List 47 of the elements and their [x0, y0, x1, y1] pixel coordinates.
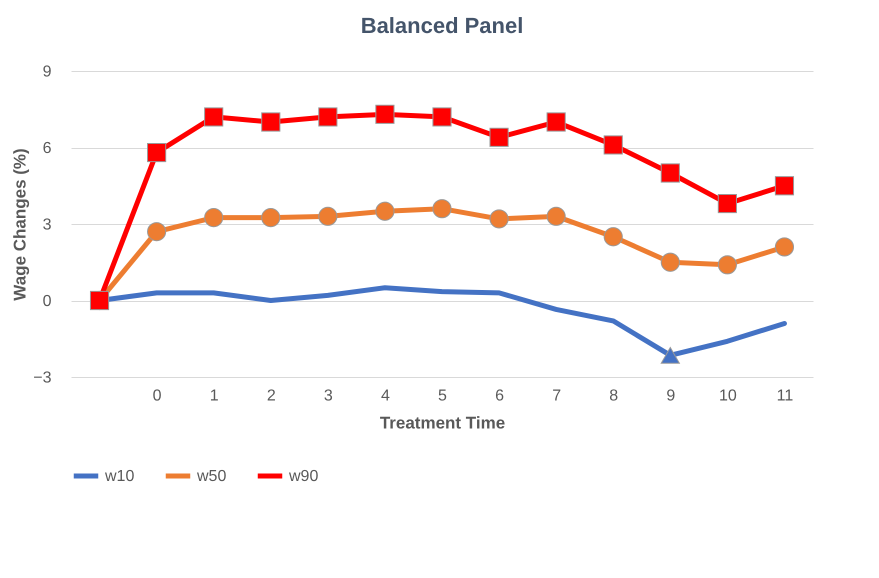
- point: [604, 227, 623, 246]
- point: [489, 128, 509, 147]
- point: [147, 143, 166, 162]
- point: [546, 112, 566, 132]
- x-axis-title: Treatment Time: [380, 414, 506, 432]
- x-tick-label: 8: [609, 388, 618, 404]
- chart-title: Balanced Panel: [360, 13, 524, 38]
- y-tick-label: 9: [42, 64, 52, 80]
- point: [318, 206, 338, 226]
- point: [261, 208, 280, 228]
- x-tick-label: 9: [666, 388, 676, 404]
- x-tick-label: 5: [438, 388, 448, 404]
- point: [147, 222, 166, 242]
- point: [604, 135, 623, 155]
- point: [489, 209, 509, 228]
- x-tick-label: 2: [266, 388, 276, 404]
- point: [261, 112, 280, 132]
- point: [718, 255, 737, 274]
- point: [204, 208, 224, 228]
- y-tick-label: 6: [42, 140, 52, 157]
- point: [204, 107, 224, 126]
- point: [660, 252, 680, 272]
- point: [718, 194, 737, 214]
- y-tick-label: 3: [42, 216, 52, 234]
- x-tick-label: 3: [324, 388, 333, 404]
- point: [774, 237, 794, 257]
- point: [375, 104, 395, 124]
- point: [432, 199, 452, 218]
- y-axis-title: Wage Changes (%): [10, 148, 30, 301]
- point: [660, 163, 680, 183]
- x-tick-label: 4: [380, 388, 390, 404]
- x-tick-label: 10: [718, 388, 737, 404]
- legend-label: w10: [104, 468, 134, 485]
- point: [546, 206, 566, 226]
- y-tick-label: 0: [42, 293, 52, 310]
- point: [774, 176, 794, 196]
- x-tick-label: 0: [152, 388, 162, 404]
- x-tick-label: 6: [495, 388, 504, 404]
- point: [432, 107, 452, 126]
- x-tick-label: 7: [552, 388, 562, 404]
- y-tick-label: −3: [33, 370, 52, 386]
- legend-label: w50: [196, 468, 226, 485]
- legend-label: w90: [288, 468, 318, 485]
- x-tick-label: 1: [210, 388, 219, 404]
- point: [375, 202, 395, 221]
- x-tick-label: 11: [776, 388, 794, 404]
- point: [318, 107, 338, 126]
